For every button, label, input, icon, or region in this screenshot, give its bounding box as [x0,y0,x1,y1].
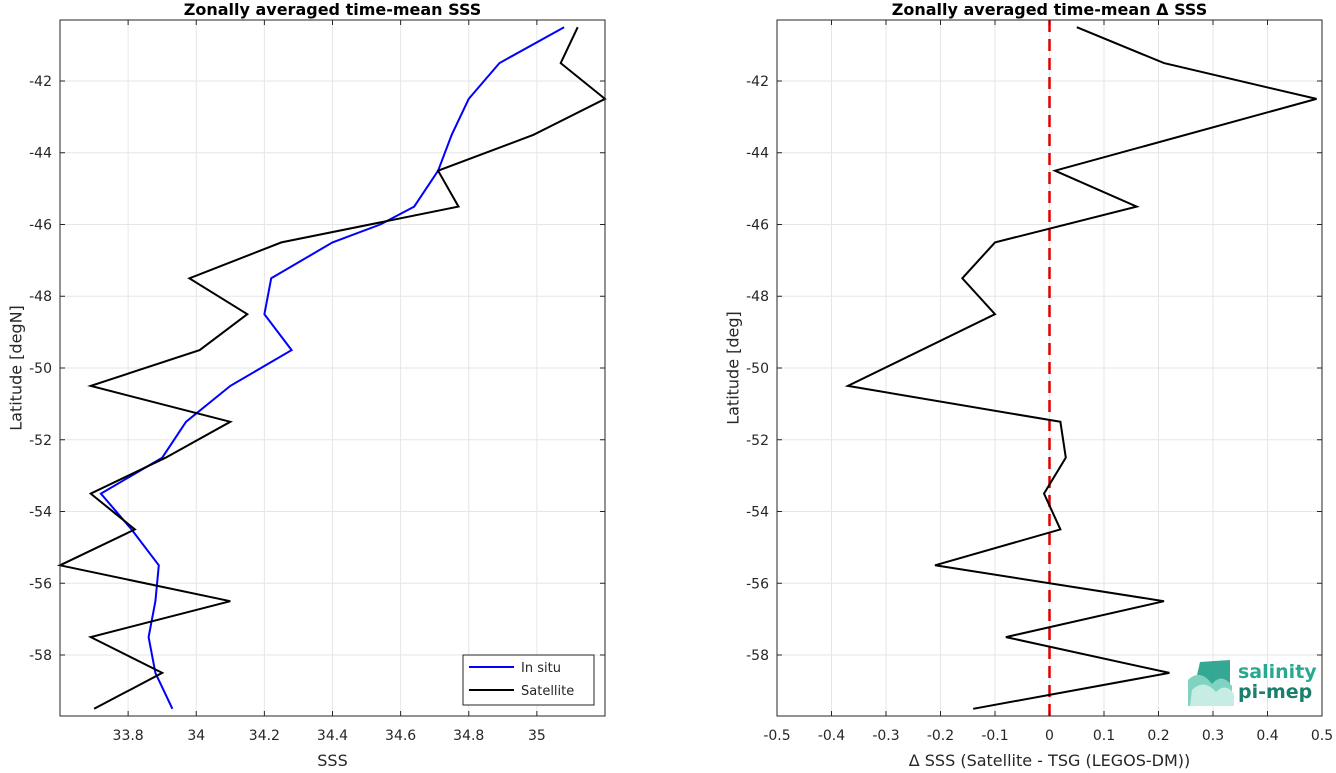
left-y-tick-label: -56 [29,576,52,592]
salinity-wave-logo-icon [1188,660,1234,706]
left-x-tick-label: 34 [187,728,205,744]
right-y-tick-label: -44 [746,146,769,162]
legend-satellite-label: Satellite [521,684,574,699]
left-series-line-satellite [56,26,607,710]
right-series-line-delta-sss [844,26,1317,710]
right-x-tick-label: -0.2 [927,728,954,744]
right-series-group [844,26,1317,710]
left-y-tick-label: -58 [29,648,52,664]
right-x-tick-label: 0.5 [1311,728,1333,744]
right-y-tick-label: -46 [746,217,769,233]
right-x-tick-label: -0.1 [981,728,1008,744]
left-x-tick-label: 33.8 [113,728,144,744]
left-y-tick-label: -42 [29,74,52,90]
left-y-tick-label: -48 [29,289,52,305]
salinity-pi-mep-logo: salinity pi-mep [1188,660,1317,706]
left-y-tick-label: -52 [29,433,52,449]
logo-text-pi-mep: pi-mep [1238,681,1312,703]
left-y-tick-label: -46 [29,217,52,233]
right-y-axis-label: Latitude [deg] [724,311,743,425]
right-x-tick-label: -0.3 [872,728,899,744]
right-panel: -0.5 -0.4 -0.3 -0.2 -0.1 0 0.1 0.2 0.3 0.4 0.5 -58 -… [724,0,1334,770]
left-x-tick-label: 34.2 [249,728,280,744]
left-y-axis-label: Latitude [degN] [7,305,26,431]
left-series-line-in-situ [99,26,565,710]
right-y-tick-label: -52 [746,433,769,449]
right-y-tick-label: -58 [746,648,769,664]
left-y-tick-label: -54 [29,505,52,521]
right-y-tick-label: -50 [746,361,769,377]
left-ticks: 33.8 34 34.2 34.4 34.6 34.8 35 -58 -56 -54 -52 -50 -… [29,20,605,744]
left-panel: 33.8 34 34.2 34.4 34.6 34.8 35 -58 -56 -54 -52 -50 -… [7,0,607,770]
logo-text-salinity: salinity [1238,661,1317,683]
left-x-axis-label: SSS [317,751,347,769]
right-x-axis-label: Δ SSS (Satellite - TSG (LEGOS-DM)) [909,751,1191,769]
right-ticks: -0.5 -0.4 -0.3 -0.2 -0.1 0 0.1 0.2 0.3 0.4 0.5 -58 -… [746,20,1333,744]
right-x-tick-label: 0.3 [1202,728,1224,744]
left-x-tick-label: 34.4 [317,728,348,744]
right-chart-title: Zonally averaged time-mean Δ SSS [892,0,1208,19]
right-x-tick-label: 0.2 [1147,728,1169,744]
right-y-tick-label: -42 [746,74,769,90]
left-legend: In situ Satellite [462,654,595,706]
right-x-tick-label: -0.4 [818,728,845,744]
left-x-tick-label: 34.6 [385,728,416,744]
left-grid [60,20,605,716]
left-y-tick-label: -44 [29,146,52,162]
right-y-tick-label: -48 [746,289,769,305]
right-x-tick-label: 0.4 [1256,728,1278,744]
left-series-group [56,26,607,710]
right-x-tick-label: 0 [1045,728,1054,744]
legend-in-situ-label: In situ [521,661,561,676]
left-y-tick-label: -50 [29,361,52,377]
right-y-tick-label: -54 [746,505,769,521]
legend-box [462,654,595,706]
right-x-tick-label: -0.5 [763,728,790,744]
left-chart-title: Zonally averaged time-mean SSS [184,0,482,19]
right-y-tick-label: -56 [746,576,769,592]
left-x-tick-label: 34.8 [453,728,484,744]
left-x-tick-label: 35 [528,728,546,744]
right-x-tick-label: 0.1 [1093,728,1115,744]
